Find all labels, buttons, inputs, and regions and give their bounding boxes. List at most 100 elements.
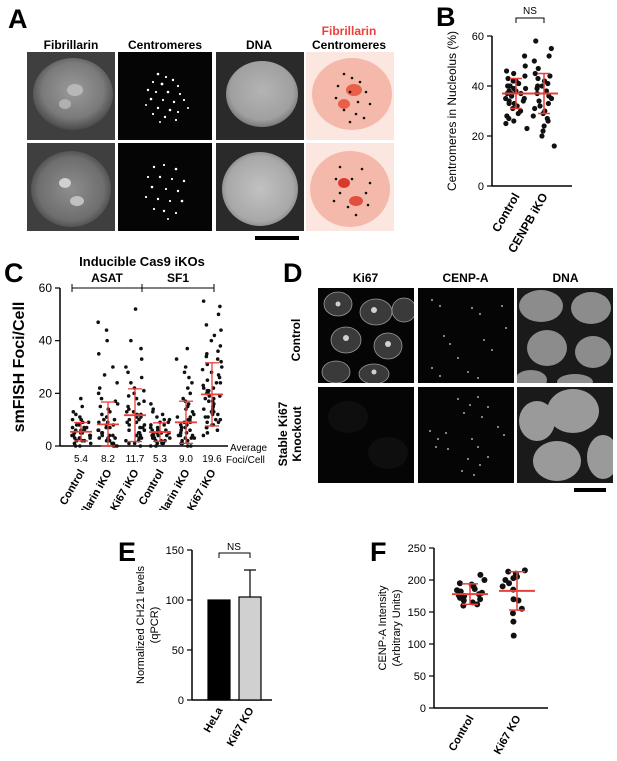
data-point-c	[127, 423, 132, 427]
averages-header-line1: Average	[230, 443, 268, 454]
average-value-c: 5.3	[153, 454, 167, 465]
data-point-c	[192, 412, 196, 417]
image-fibrillarin-row1	[27, 52, 115, 140]
data-point-b	[534, 85, 540, 92]
significance-bracket-e	[218, 552, 251, 558]
data-point-c	[71, 409, 76, 414]
data-point-c	[206, 415, 210, 419]
averages-header-line2: Foci/Cell	[226, 455, 265, 466]
data-point-c	[100, 412, 104, 417]
data-point-c	[185, 404, 190, 409]
data-point-c	[126, 370, 130, 375]
data-point-f	[460, 602, 467, 609]
y-tick-label-e: 0	[178, 695, 184, 707]
y-tick-label-c: 40	[39, 334, 53, 348]
data-point-b	[520, 98, 526, 104]
data-point-b	[541, 123, 547, 129]
row-label-knockout-line1: Stable Ki67	[276, 401, 290, 467]
data-point-c	[186, 386, 190, 390]
data-point-c	[205, 431, 210, 435]
panel-label-f: F	[370, 537, 387, 567]
data-point-c	[142, 428, 147, 432]
data-point-c	[102, 417, 106, 422]
data-point-c	[88, 441, 93, 446]
row-label-control: Control	[289, 318, 303, 362]
image-ki67-control	[318, 288, 414, 383]
data-point-b	[535, 65, 541, 72]
data-point-c	[97, 436, 102, 440]
data-point-c	[138, 425, 142, 430]
data-point-c	[124, 365, 128, 369]
data-point-c	[179, 425, 184, 430]
image-centromeres-row2	[118, 143, 212, 231]
data-point-c	[112, 417, 117, 422]
data-point-c	[183, 365, 188, 369]
data-point-c	[115, 381, 119, 385]
col-title-merge-centromeres: Centromeres	[311, 38, 387, 52]
data-point-c	[174, 357, 179, 361]
data-point-c	[142, 423, 147, 427]
data-point-c	[139, 415, 143, 419]
data-point-c	[70, 425, 75, 430]
data-point-f	[518, 605, 525, 612]
data-point-c	[181, 396, 185, 401]
data-point-c	[185, 444, 190, 448]
data-point-b	[521, 53, 528, 59]
data-point-c	[204, 425, 209, 430]
data-point-f	[509, 610, 516, 617]
data-point-f	[506, 580, 513, 587]
data-point-c	[77, 423, 82, 427]
data-point-c	[216, 312, 221, 317]
data-point-b	[524, 125, 530, 132]
scale-bar-a	[255, 236, 299, 240]
data-point-b	[533, 38, 539, 44]
image-dna-row1	[216, 52, 304, 140]
data-point-b	[522, 63, 528, 69]
data-point-c	[216, 349, 220, 353]
data-point-c	[156, 433, 161, 438]
data-point-c	[140, 425, 145, 430]
data-point-f	[499, 583, 506, 590]
data-point-c	[138, 444, 143, 448]
data-point-c	[151, 409, 155, 414]
data-point-c	[133, 307, 138, 311]
y-tick-label-b: 40	[472, 81, 484, 93]
data-point-c	[88, 433, 93, 438]
x-tick-label-c: Control	[58, 468, 88, 508]
col-title-centromeres: Centromeres	[127, 38, 203, 52]
data-point-c	[182, 370, 187, 375]
panel-label-d: D	[283, 258, 303, 288]
data-point-b	[511, 70, 517, 77]
data-point-c	[215, 428, 220, 432]
data-point-c	[137, 417, 141, 422]
data-point-c	[78, 444, 82, 448]
data-point-c	[205, 420, 209, 425]
significance-label-b: NS	[523, 6, 537, 17]
x-tick-label-e: HeLa	[202, 705, 226, 735]
data-point-c	[190, 381, 194, 385]
data-point-c	[178, 431, 183, 435]
data-point-b	[551, 143, 557, 149]
data-point-c	[82, 425, 86, 430]
data-point-c	[164, 428, 168, 432]
data-point-f	[510, 618, 517, 625]
y-tick-label-b: 60	[472, 31, 484, 43]
data-point-b	[509, 93, 515, 99]
y-tick-label-e: 100	[166, 595, 184, 607]
image-merge-row2	[306, 143, 394, 231]
data-point-c	[205, 362, 210, 367]
data-point-c	[216, 420, 221, 425]
data-point-c	[96, 391, 101, 396]
data-point-c	[188, 428, 192, 432]
data-point-c	[160, 441, 164, 446]
panel-label-c: C	[4, 258, 24, 288]
data-point-b	[506, 115, 512, 122]
data-point-c	[102, 373, 107, 377]
data-point-c	[79, 396, 83, 401]
data-point-c	[204, 354, 209, 359]
data-point-c	[115, 444, 119, 448]
data-point-f	[456, 580, 463, 587]
data-point-f	[521, 567, 528, 574]
data-point-b	[545, 80, 551, 87]
data-point-c	[219, 359, 223, 364]
